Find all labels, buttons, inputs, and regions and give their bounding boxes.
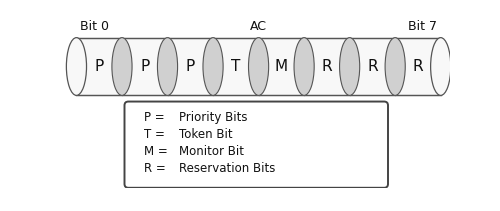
Text: Token Bit: Token Bit [179,128,233,141]
Text: T =: T = [144,128,169,141]
FancyBboxPatch shape [124,101,388,188]
Bar [76,38,122,95]
Bar [258,38,304,95]
Ellipse shape [385,38,405,95]
Text: P: P [186,59,195,74]
Ellipse shape [248,38,268,95]
Bar [304,38,350,95]
Text: R: R [367,59,378,74]
Text: R: R [412,59,423,74]
Bar [395,38,440,95]
Text: M =: M = [144,145,172,158]
Text: T: T [231,59,240,74]
Ellipse shape [430,38,451,95]
Bar [213,38,258,95]
Text: Priority Bits: Priority Bits [179,111,247,124]
Text: P: P [94,59,104,74]
Text: R: R [322,59,332,74]
Text: Reservation Bits: Reservation Bits [179,162,275,175]
Text: AC: AC [250,20,267,33]
Text: M: M [275,59,288,74]
Ellipse shape [66,38,86,95]
Text: Bit 7: Bit 7 [408,20,437,33]
Text: R =: R = [144,162,170,175]
Ellipse shape [294,38,314,95]
Text: P: P [140,59,149,74]
Text: Bit 0: Bit 0 [80,20,110,33]
Ellipse shape [340,38,359,95]
Bar [350,38,395,95]
Text: Monitor Bit: Monitor Bit [179,145,244,158]
Bar [168,38,213,95]
Ellipse shape [203,38,223,95]
Text: P =: P = [144,111,168,124]
Bar [122,38,168,95]
Ellipse shape [158,38,178,95]
Ellipse shape [112,38,132,95]
